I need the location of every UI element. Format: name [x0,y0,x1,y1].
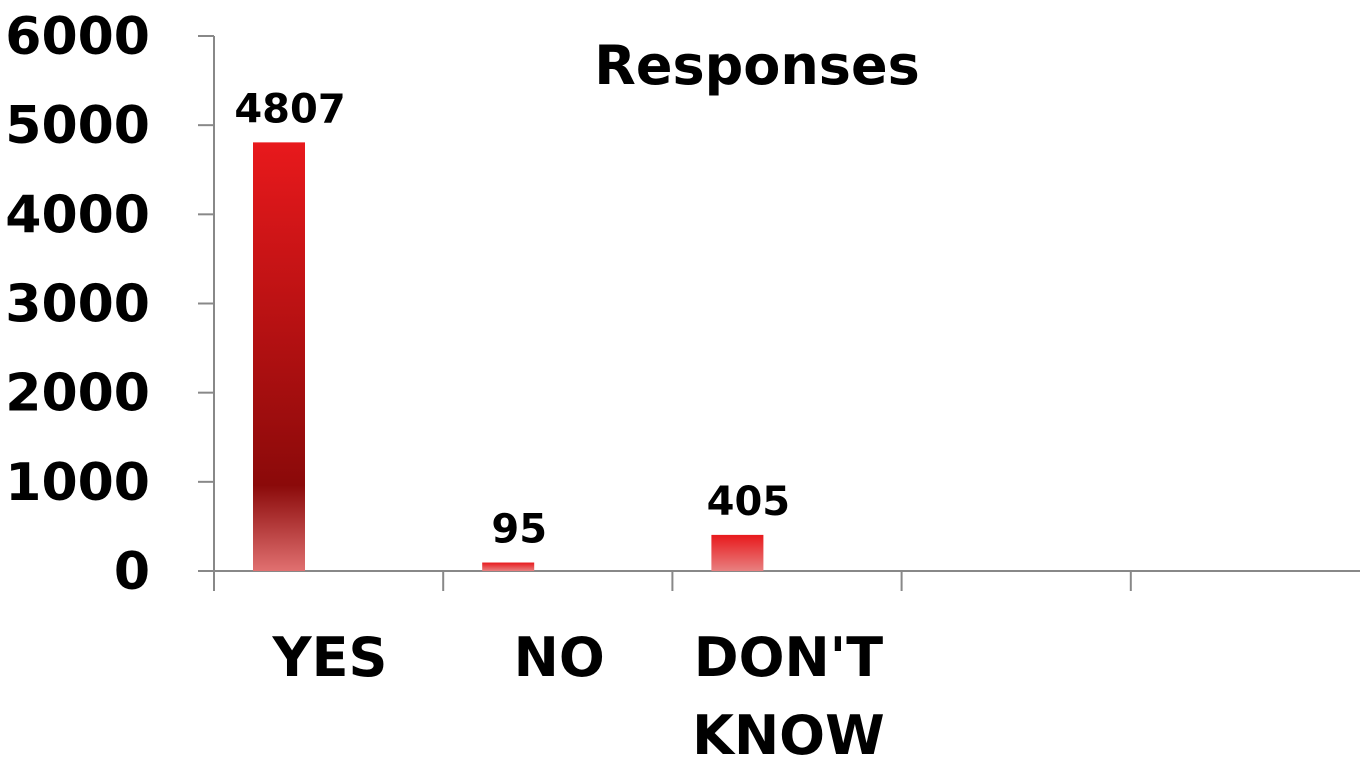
y-tick-label: 5000 [5,96,150,156]
data-label: 405 [707,479,791,525]
chart-title: Responses [594,34,919,97]
x-category-label: DON'T [694,626,883,689]
y-tick-label: 2000 [5,364,150,424]
y-tick-label: 6000 [5,7,150,67]
y-tick-label: 3000 [5,275,150,335]
y-tick-label: 4000 [5,185,150,245]
y-tick-label: 0 [114,542,150,602]
x-category-label: YES [272,626,388,689]
data-label: 95 [491,507,547,553]
bar-yes [253,142,305,571]
bar-no [482,562,535,571]
data-label: 4807 [234,86,345,132]
y-tick-label: 1000 [5,453,150,513]
x-category-label: NO [514,626,605,689]
x-category-label: KNOW [692,704,885,760]
bar-don-t-know [711,534,764,571]
